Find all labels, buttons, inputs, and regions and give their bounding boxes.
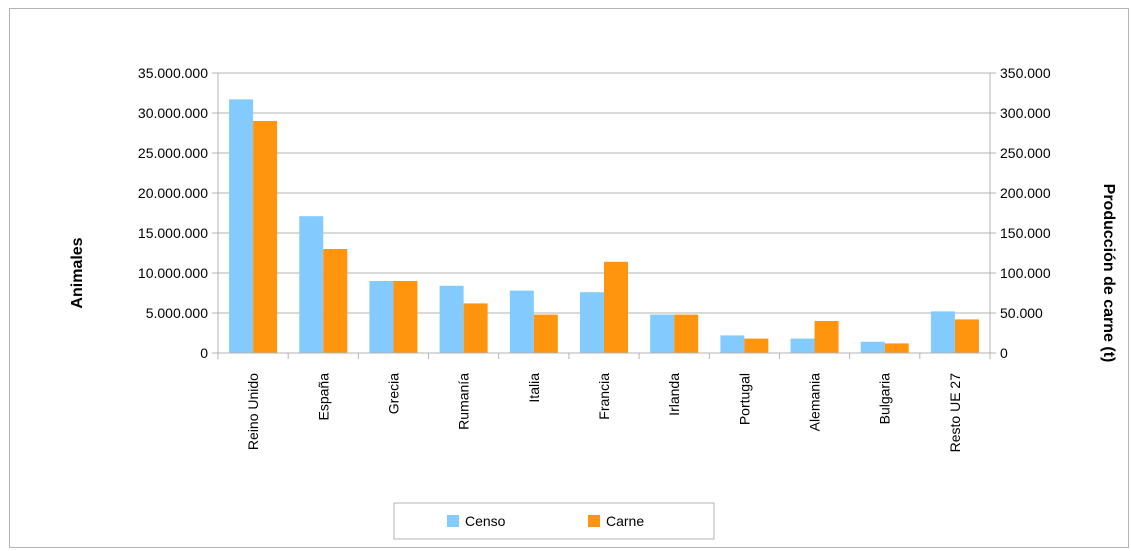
right-tick-label: 150.000 [1000, 225, 1051, 241]
left-tick-label: 35.000.000 [138, 65, 208, 81]
legend-swatch-carne [588, 515, 600, 527]
bar-carne-5 [604, 261, 628, 353]
left-tick-label: 25.000.000 [138, 145, 208, 161]
category-label: Rumanía [456, 373, 472, 430]
category-label: España [315, 373, 331, 421]
right-axis-title: Producción de carne (t) [1100, 184, 1117, 363]
right-tick-label: 0 [1000, 345, 1008, 361]
bar-censo-0 [229, 99, 254, 354]
axes [212, 72, 996, 359]
bar-censo-1 [299, 216, 324, 353]
left-tick-label: 5.000.000 [146, 305, 208, 321]
bar-censo-4 [509, 290, 534, 353]
left-tick-label: 10.000.000 [138, 265, 208, 281]
right-tick-label: 100.000 [1000, 265, 1051, 281]
legend-swatch-censo [447, 515, 459, 527]
left-axis-title: Animales [69, 237, 86, 308]
category-label: Francia [596, 373, 612, 420]
bar-censo-6 [650, 314, 675, 353]
bar-censo-3 [439, 285, 464, 353]
category-label: Portugal [736, 373, 752, 425]
category-labels: Reino Unido España Grecia Rumanía Italia Fran… [245, 373, 963, 453]
bar-carne-6 [674, 314, 699, 353]
legend-box [393, 502, 715, 540]
category-label: Irlanda [666, 373, 682, 416]
legend-label-carne: Carne [606, 513, 644, 529]
bar-carne-8 [814, 321, 839, 353]
right-tick-label: 350.000 [1000, 65, 1051, 81]
left-tick-label: 0 [200, 345, 208, 361]
bar-carne-3 [463, 303, 488, 353]
left-tick-label: 30.000.000 [138, 105, 208, 121]
bar-censo-5 [580, 292, 604, 353]
bar-carne-1 [323, 249, 348, 353]
bar-carne-7 [744, 338, 769, 353]
category-label: Alemania [807, 373, 823, 432]
bar-censo-9 [860, 341, 885, 353]
bar-carne-4 [533, 314, 558, 353]
right-tick-label: 200.000 [1000, 185, 1051, 201]
bar-carne-2 [393, 281, 418, 353]
bar-carne-10 [954, 319, 979, 353]
bar-censo-7 [720, 335, 745, 353]
bar-carne-9 [884, 343, 909, 353]
left-tick-label: 15.000.000 [138, 225, 208, 241]
legend-label-censo: Censo [465, 513, 506, 529]
category-label: Grecia [385, 373, 401, 414]
category-label: Resto UE 27 [947, 373, 963, 453]
bar-censo-2 [369, 281, 394, 353]
right-tick-label: 250.000 [1000, 145, 1051, 161]
bars [229, 99, 979, 354]
right-tick-label: 50.000 [1000, 305, 1043, 321]
category-label: Italia [526, 373, 542, 403]
bar-censo-8 [790, 338, 815, 353]
bar-censo-10 [930, 311, 955, 353]
category-label: Bulgaria [877, 373, 893, 425]
right-axis-ticks: 0 50.000 100.000 150.000 200.000 250.000 300.0… [1000, 65, 1051, 361]
category-label: Reino Unido [245, 373, 261, 450]
right-tick-label: 300.000 [1000, 105, 1051, 121]
bar-carne-0 [253, 121, 278, 353]
left-axis-ticks: 0 5.000.000 10.000.000 15.000.000 20.000.000… [138, 65, 208, 361]
left-tick-label: 20.000.000 [138, 185, 208, 201]
legend: Censo Carne [393, 502, 715, 540]
chart-frame [9, 8, 1129, 548]
